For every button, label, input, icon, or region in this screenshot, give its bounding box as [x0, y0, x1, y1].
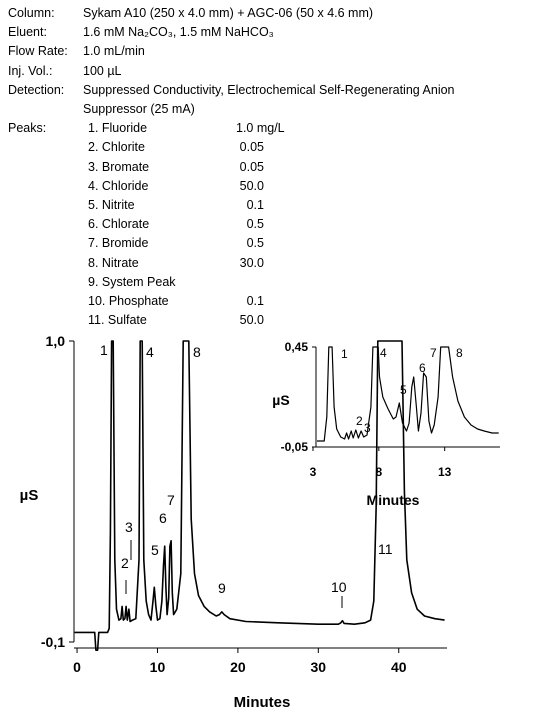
y-axis-title: µS	[272, 392, 289, 408]
injection-volume-value: 100 µL	[83, 63, 122, 78]
peak-name: 2. Chlorite	[88, 140, 145, 155]
detection-row: Detection: Suppressed Conductivity, Elec…	[8, 81, 533, 119]
peak-concentration: 0.1	[246, 293, 264, 308]
peak-concentration: 0.05	[239, 159, 264, 174]
peak-table-row: 5. Nitrite 0.1	[8, 196, 308, 215]
peak-name: 4. Chloride	[88, 178, 149, 193]
peak-concentration: 1.0 mg/L	[236, 121, 285, 136]
peak-table-row: 3. Bromate 0.05	[8, 158, 308, 177]
peak-name: 10. Phosphate	[88, 293, 169, 308]
peak-label: 3	[364, 421, 371, 435]
peak-table-row: 11. Sulfate 50.0	[8, 311, 308, 330]
peak-concentration: 0.05	[239, 140, 264, 155]
peak-label: 7	[430, 346, 437, 360]
y-tick-label: 0,45	[285, 340, 309, 354]
injection-volume-label: Inj. Vol.:	[8, 63, 53, 78]
peak-label: 6	[159, 510, 167, 526]
peak-concentration: 30.0	[239, 255, 264, 270]
peak-label: 2	[121, 555, 129, 571]
x-tick-label: 30	[311, 659, 327, 675]
x-tick-label: 10	[150, 659, 166, 675]
peak-label: 2	[356, 414, 363, 428]
detection-value-line-2: Suppressor (25 mA)	[83, 102, 195, 117]
x-tick-label: 13	[438, 465, 452, 479]
y-tick-label: -0,1	[41, 634, 65, 650]
peak-concentration: 50.0	[239, 178, 264, 193]
peak-concentration: 0.5	[246, 236, 264, 251]
peak-table-row: 4. Chloride 50.0	[8, 177, 308, 196]
peak-name: 3. Bromate	[88, 159, 150, 174]
x-axis-title: Minutes	[367, 492, 420, 508]
eluent-value: 1.6 mM Na₂CO₃, 1.5 mM NaHCO₃	[83, 25, 274, 40]
x-tick-label: 3	[310, 465, 317, 479]
peak-concentration: 0.5	[246, 217, 264, 232]
peak-label: 1	[100, 342, 108, 358]
peak-table-row: 1. Fluoride 1.0 mg/L	[8, 119, 308, 138]
peak-label: 8	[193, 344, 201, 360]
peaks-row: Peaks: 1. Fluoride 1.0 mg/L 2. Chlorite 0.0…	[8, 119, 533, 327]
peak-concentration: 50.0	[239, 313, 264, 328]
peak-name: 8. Nitrate	[88, 255, 139, 270]
eluent-label: Eluent:	[8, 25, 47, 40]
method-conditions: Column: Sykam A10 (250 x 4.0 mm) + AGC-0…	[8, 4, 533, 327]
peak-label: 4	[380, 346, 387, 360]
peak-label: 8	[456, 346, 463, 360]
peak-label: 4	[146, 344, 154, 360]
peak-table-row: 9. System Peak	[8, 273, 308, 292]
peak-table-row: 7. Bromide 0.5	[8, 234, 308, 253]
x-tick-label: 8	[376, 465, 383, 479]
x-tick-label: 20	[230, 659, 246, 675]
column-value: Sykam A10 (250 x 4.0 mm) + AGC-06 (50 x …	[83, 6, 374, 20]
peak-label: 9	[218, 580, 226, 596]
peak-name: 5. Nitrite	[88, 197, 135, 212]
peak-table-row: 10. Phosphate 0.1	[8, 292, 308, 311]
peak-label: 6	[419, 361, 426, 375]
eluent-row: Eluent: 1.6 mM Na₂CO₃, 1.5 mM NaHCO₃	[8, 23, 533, 42]
peak-name: 6. Chlorate	[88, 217, 150, 232]
flow-rate-value: 1.0 mL/min	[83, 44, 145, 59]
peak-name: 1. Fluoride	[88, 121, 148, 136]
y-tick-label: -0,05	[281, 440, 309, 454]
y-axis-title: µS	[20, 487, 39, 504]
x-tick-label: 40	[391, 659, 407, 675]
peak-table-row: 2. Chlorite 0.05	[8, 138, 308, 157]
injection-volume-row: Inj. Vol.: 100 µL	[8, 62, 533, 81]
flow-rate-row: Flow Rate: 1.0 mL/min	[8, 42, 533, 61]
peak-concentration: 0.1	[246, 197, 264, 212]
column-row: Column: Sykam A10 (250 x 4.0 mm) + AGC-0…	[8, 4, 533, 23]
peaks-label: Peaks:	[8, 121, 47, 136]
peak-label: 11	[378, 541, 393, 557]
flow-rate-label: Flow Rate:	[8, 44, 68, 59]
peak-label: 10	[331, 579, 347, 595]
peak-name: 9. System Peak	[88, 274, 176, 289]
peak-name: 7. Bromide	[88, 236, 149, 251]
peak-label: 1	[341, 347, 348, 361]
peak-label: 3	[125, 519, 133, 535]
peak-label: 5	[151, 542, 159, 558]
chromatogram-trace	[317, 346, 499, 442]
detection-value-line-1: Suppressed Conductivity, Electrochemical…	[83, 82, 455, 97]
peak-table: 1. Fluoride 1.0 mg/L 2. Chlorite 0.05 3. Bro…	[8, 119, 308, 330]
peak-label: 5	[400, 383, 407, 397]
detection-label: Detection:	[8, 82, 65, 97]
peak-table-row: 6. Chlorate 0.5	[8, 215, 308, 234]
peak-table-row: 8. Nitrate 30.0	[8, 254, 308, 273]
peak-label: 7	[167, 492, 175, 508]
y-tick-label: 1,0	[46, 333, 66, 349]
x-axis-title: Minutes	[234, 694, 291, 711]
chromatogram-trace	[74, 340, 445, 651]
column-label: Column:	[8, 6, 55, 20]
peak-name: 11. Sulfate	[88, 313, 147, 328]
x-tick-label: 0	[73, 659, 81, 675]
